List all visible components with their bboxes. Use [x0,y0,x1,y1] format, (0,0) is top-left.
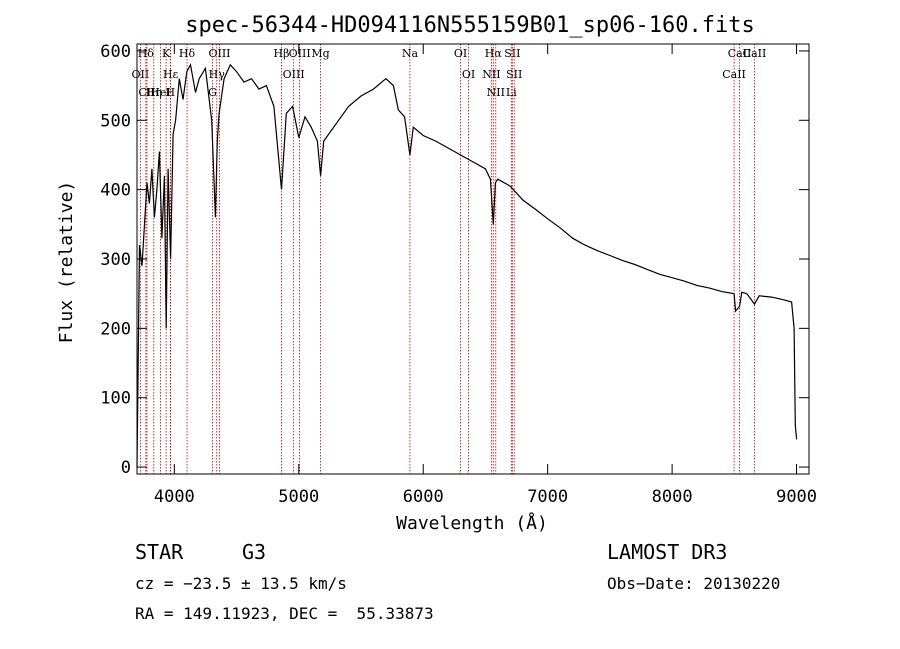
line-marker-label: OI [454,47,467,60]
line-marker-label: H [166,86,176,99]
line-marker-label: Na [402,47,419,60]
line-marker-label: K [162,47,171,60]
line-marker-label: CII [138,86,155,99]
line-marker-label: OIII [289,47,311,60]
ra-dec: RA = 149.11923, DEC = 55.33873 [135,604,434,623]
redshift-cz: cz = −23.5 ± 13.5 km/s [135,574,347,593]
line-marker-label: HeI [150,86,170,99]
y-tick-label: 100 [100,389,131,409]
line-marker-label: CaII [722,68,746,81]
subclass: G3 [242,540,267,564]
line-marker-label: Mg [311,47,329,60]
line-marker-label: OIII [283,68,305,81]
line-marker-label: Hδ [138,47,155,60]
x-tick-label: 4000 [154,487,195,507]
object-class: STAR [135,540,184,564]
chart-title: spec-56344-HD094116N555159B01_sp06-160.f… [185,13,755,38]
line-marker-label: CaII [728,47,752,60]
survey-name: LAMOST DR3 [607,540,728,564]
line-marker-label: OI [462,68,475,81]
line-marker-label: NII [482,68,500,81]
x-axis: 4000 5000 6000 7000 8000 9000 [154,44,817,507]
y-tick-label: 200 [100,319,131,339]
y-tick-label: 500 [100,111,131,131]
line-marker-label: CaII [743,47,767,60]
x-axis-label: Wavelength (Å) [396,512,548,534]
x-tick-label: 9000 [776,487,817,507]
observation-date: Obs−Date: 20130220 [607,574,781,593]
x-tick-label: 5000 [278,487,319,507]
line-marker-label: SII [506,68,522,81]
line-marker-label: Li [506,86,517,99]
line-marker-label: NII [487,86,505,99]
y-tick-label: 400 [100,181,131,201]
line-marker-label: OII [132,68,150,81]
y-tick-label: 0 [121,458,131,478]
plot-frame [136,43,810,475]
line-marker-label: OIII [208,47,230,60]
line-marker-label: G [208,86,217,99]
y-tick-label: 300 [100,250,131,270]
line-marker-label: Hη [146,86,162,99]
line-marker-label: Hδ [179,47,196,60]
line-marker-label: Hα [485,47,503,60]
spectrum-series-line [136,62,798,468]
x-tick-label: 6000 [403,487,444,507]
line-marker-label: SII [504,47,520,60]
y-axis-label: Flux (relative) [56,181,77,344]
y-tick-label: 600 [100,42,131,62]
y-axis: 0 100 200 300 400 500 600 [100,42,809,478]
line-marker-label: Hβ [274,47,290,60]
x-tick-label: 8000 [652,487,693,507]
line-marker-label: Hγ [209,68,226,81]
x-tick-label: 7000 [527,487,568,507]
